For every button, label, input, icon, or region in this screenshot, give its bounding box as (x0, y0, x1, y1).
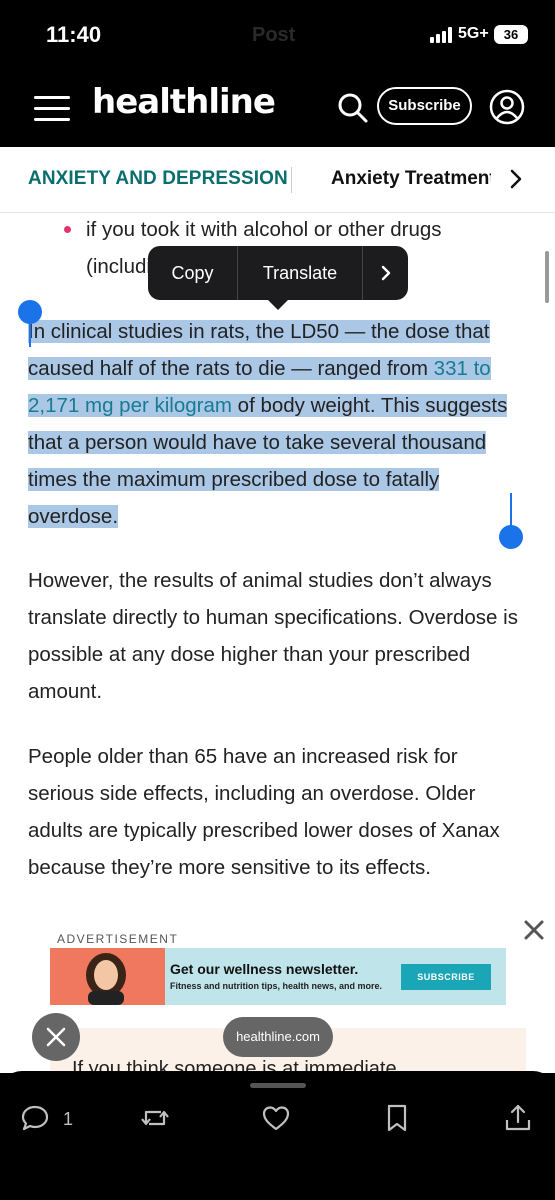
woman-illustration-icon (86, 953, 126, 1005)
selected-text-part1: In clinical studies in rats, the LD50 — … (28, 320, 490, 380)
selected-paragraph[interactable]: In clinical studies in rats, the LD50 — … (28, 313, 528, 535)
category-divider (291, 167, 292, 193)
menu-divider (237, 246, 238, 300)
home-indicator (250, 1083, 306, 1088)
account-icon[interactable] (489, 89, 525, 125)
chevron-right-icon[interactable] (376, 263, 396, 283)
category-active[interactable]: ANXIETY AND DEPRESSION (28, 168, 288, 189)
status-time: 11:40 (46, 22, 102, 47)
selection-end-handle[interactable] (499, 525, 523, 549)
bottom-action-bar: 1 (0, 1071, 555, 1200)
reply-count: 1 (63, 1109, 74, 1129)
url-pill[interactable]: healthline.com (223, 1017, 333, 1057)
scrollbar[interactable] (545, 251, 549, 303)
reply-icon[interactable] (20, 1103, 50, 1133)
network-type: 5G+ (458, 25, 489, 42)
like-icon[interactable] (261, 1103, 291, 1133)
status-bar: 11:40 Post 5G+ 36 (0, 0, 555, 70)
ad-subtitle: Fitness and nutrition tips, health news,… (170, 981, 383, 991)
menu-divider (362, 246, 363, 300)
selection-end-caret (510, 493, 512, 527)
bullet-icon (64, 226, 71, 233)
article-body: if you took it with alcohol or other dru… (0, 213, 555, 1073)
repost-icon[interactable] (140, 1103, 170, 1133)
menu-icon[interactable] (34, 96, 70, 122)
site-logo[interactable]: healthline (92, 82, 276, 122)
status-center-text: Post (252, 24, 296, 46)
battery-icon: 36 (494, 25, 528, 44)
bookmark-icon[interactable] (382, 1103, 412, 1133)
site-header: healthline Subscribe (0, 70, 555, 147)
search-icon[interactable] (337, 92, 369, 124)
paragraph: However, the results of animal studies d… (28, 569, 518, 703)
signal-icon (430, 27, 456, 43)
category-nav: ANXIETY AND DEPRESSION Anxiety Treatment (0, 147, 555, 213)
close-icon (46, 1027, 66, 1047)
category-next[interactable]: Anxiety Treatment (331, 168, 491, 189)
chevron-right-icon[interactable] (506, 167, 526, 191)
close-icon[interactable] (520, 916, 548, 944)
menu-pointer (266, 298, 290, 310)
share-icon[interactable] (503, 1103, 533, 1133)
ad-subscribe-button[interactable]: SUBSCRIBE (401, 964, 491, 990)
browser-close-button[interactable] (32, 1013, 80, 1061)
callout-text: If you think someone is at immediate (72, 1058, 397, 1073)
subscribe-button[interactable]: Subscribe (377, 87, 472, 125)
ad-title: Get our wellness newsletter. (170, 961, 359, 977)
selection-start-caret (29, 319, 31, 347)
ad-label: ADVERTISEMENT (57, 932, 179, 946)
translate-button[interactable]: Translate (262, 263, 338, 283)
ad-banner[interactable]: Get our wellness newsletter. Fitness and… (50, 948, 506, 1005)
text-context-menu: Copy Translate (148, 246, 408, 310)
copy-button[interactable]: Copy (171, 263, 214, 283)
paragraph: People older than 65 have an increased r… (28, 745, 500, 879)
